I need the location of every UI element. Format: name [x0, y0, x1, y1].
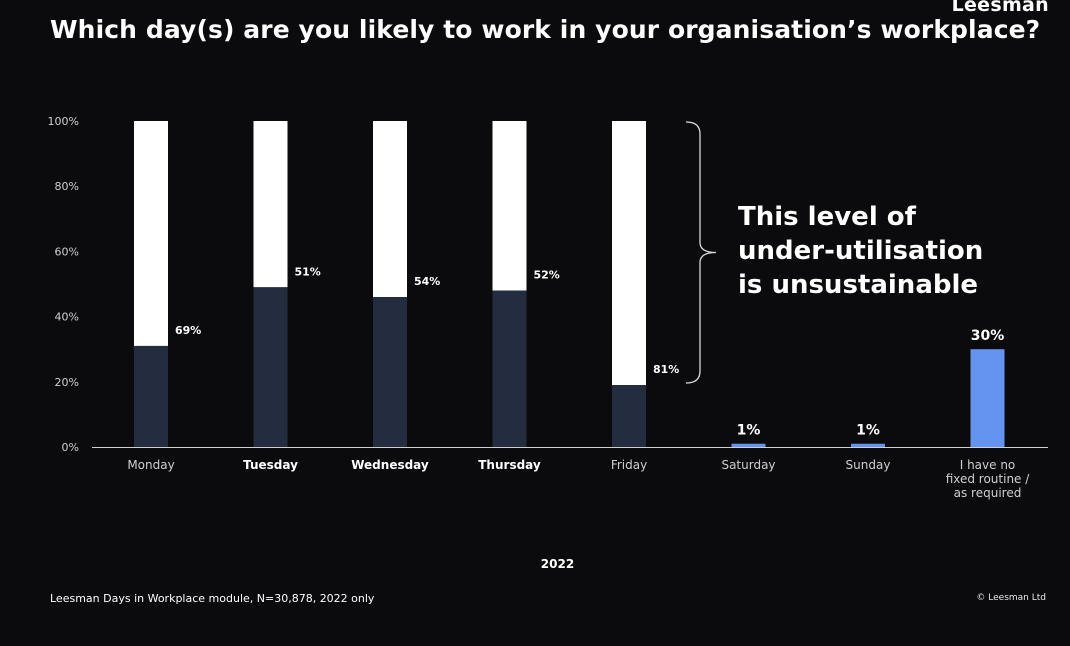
bar-segment-remainder — [253, 121, 288, 288]
y-tick-label: 80% — [55, 180, 79, 193]
bar-segment-base — [253, 287, 288, 447]
brace-annotation — [685, 121, 717, 384]
x-tick-label: as required — [954, 486, 1022, 500]
x-tick-label: fixed routine / — [946, 472, 1031, 486]
bar-segment-base — [373, 297, 407, 447]
x-tick-label: Saturday — [721, 458, 775, 472]
bar-segment-remainder — [373, 121, 407, 298]
bar-segment-remainder — [612, 121, 646, 386]
bar-segment-remainder — [134, 121, 168, 346]
source-note: Leesman Days in Workplace module, N=30,8… — [50, 592, 375, 605]
bar-segment-base — [134, 345, 168, 447]
page-title: Which day(s) are you likely to work in y… — [50, 15, 1041, 44]
x-tick-label: Friday — [611, 458, 647, 472]
callout-line: under-utilisation — [738, 236, 984, 266]
bar-segment-base — [492, 290, 527, 447]
bar-segment-base — [851, 443, 885, 447]
x-tick-label: Monday — [127, 458, 174, 472]
y-tick-label: 0% — [62, 441, 79, 454]
x-tick-label: I have no — [960, 458, 1016, 472]
bar-value-label: 1% — [856, 423, 880, 439]
bar-segment-base — [731, 443, 766, 447]
x-tick-label: Tuesday — [243, 458, 298, 472]
x-tick-label: Sunday — [846, 458, 891, 472]
bar-segment-remainder — [492, 121, 527, 291]
y-tick-label: 100% — [48, 115, 79, 128]
callout-line: This level of — [738, 202, 916, 232]
y-tick-label: 60% — [55, 245, 79, 258]
bar-value-label: 1% — [737, 423, 761, 439]
bar-segment-base — [970, 349, 1005, 447]
x-tick-label: Thursday — [478, 458, 541, 472]
copyright: © Leesman Ltd — [976, 593, 1046, 603]
callout-text: This level of under-utilisation is unsus… — [738, 200, 998, 302]
bar-segment-base — [612, 385, 646, 447]
bar-value-label: 54% — [414, 275, 440, 288]
x-tick-label: Wednesday — [351, 458, 429, 472]
bar-value-label: 51% — [295, 265, 321, 278]
y-tick-label: 20% — [55, 376, 79, 389]
bar-value-label: 30% — [971, 328, 1005, 344]
bar-value-label: 52% — [534, 269, 560, 282]
callout-line: is unsustainable — [738, 270, 979, 300]
bar-value-label: 81% — [653, 363, 679, 376]
x-axis-title: 2022 — [540, 557, 575, 571]
y-tick-label: 40% — [55, 311, 79, 324]
bar-value-label: 69% — [175, 324, 201, 337]
brand-logo: Leesman — [951, 0, 1049, 16]
